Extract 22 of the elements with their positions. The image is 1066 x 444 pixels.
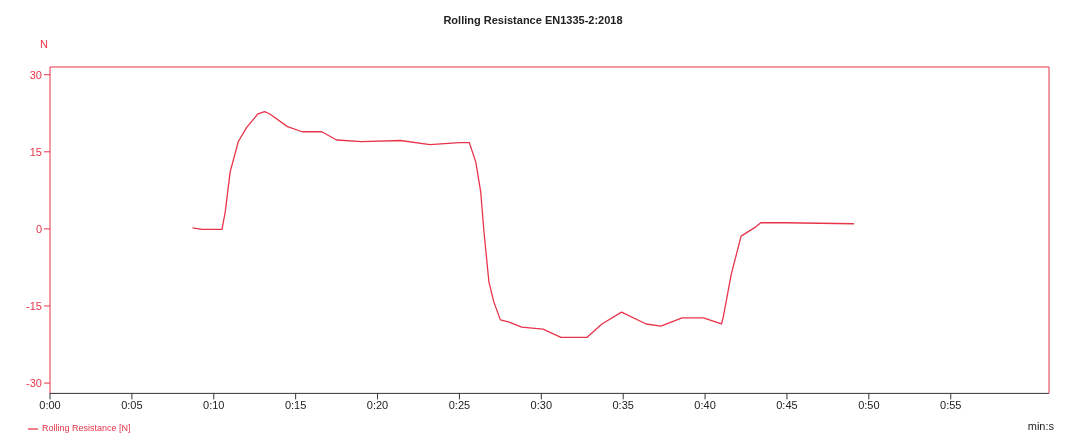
y-tick-label: 15 bbox=[29, 145, 42, 158]
x-tick-label: 0:45 bbox=[776, 399, 798, 412]
x-tick-label: 0:00 bbox=[39, 399, 61, 412]
y-tick-label: 30 bbox=[29, 68, 42, 81]
x-tick-label: 0:15 bbox=[284, 399, 307, 412]
x-tick-label: 0:10 bbox=[203, 399, 225, 412]
x-tick-label: 0:25 bbox=[448, 399, 471, 412]
x-tick-label: 0:50 bbox=[858, 399, 880, 412]
x-tick-label: 0:30 bbox=[530, 399, 553, 412]
y-tick-label: -15 bbox=[26, 299, 42, 312]
x-tick-label: 0:55 bbox=[940, 399, 962, 412]
x-tick-label: 0:05 bbox=[121, 399, 143, 412]
x-tick-label: 0:35 bbox=[612, 399, 634, 412]
y-tick-label: -30 bbox=[26, 377, 42, 389]
legend-label: Rolling Resistance [N] bbox=[42, 423, 131, 434]
x-tick-label: 0:40 bbox=[694, 399, 716, 412]
y-tick-label: 0 bbox=[35, 222, 42, 235]
chart-title: Rolling Resistance EN1335-2:2018 bbox=[442, 14, 624, 26]
line-series bbox=[191, 111, 855, 338]
y-axis-title: N bbox=[40, 38, 48, 50]
x-axis-title: min:s bbox=[1027, 420, 1054, 432]
x-tick-label: 0:20 bbox=[366, 399, 389, 412]
